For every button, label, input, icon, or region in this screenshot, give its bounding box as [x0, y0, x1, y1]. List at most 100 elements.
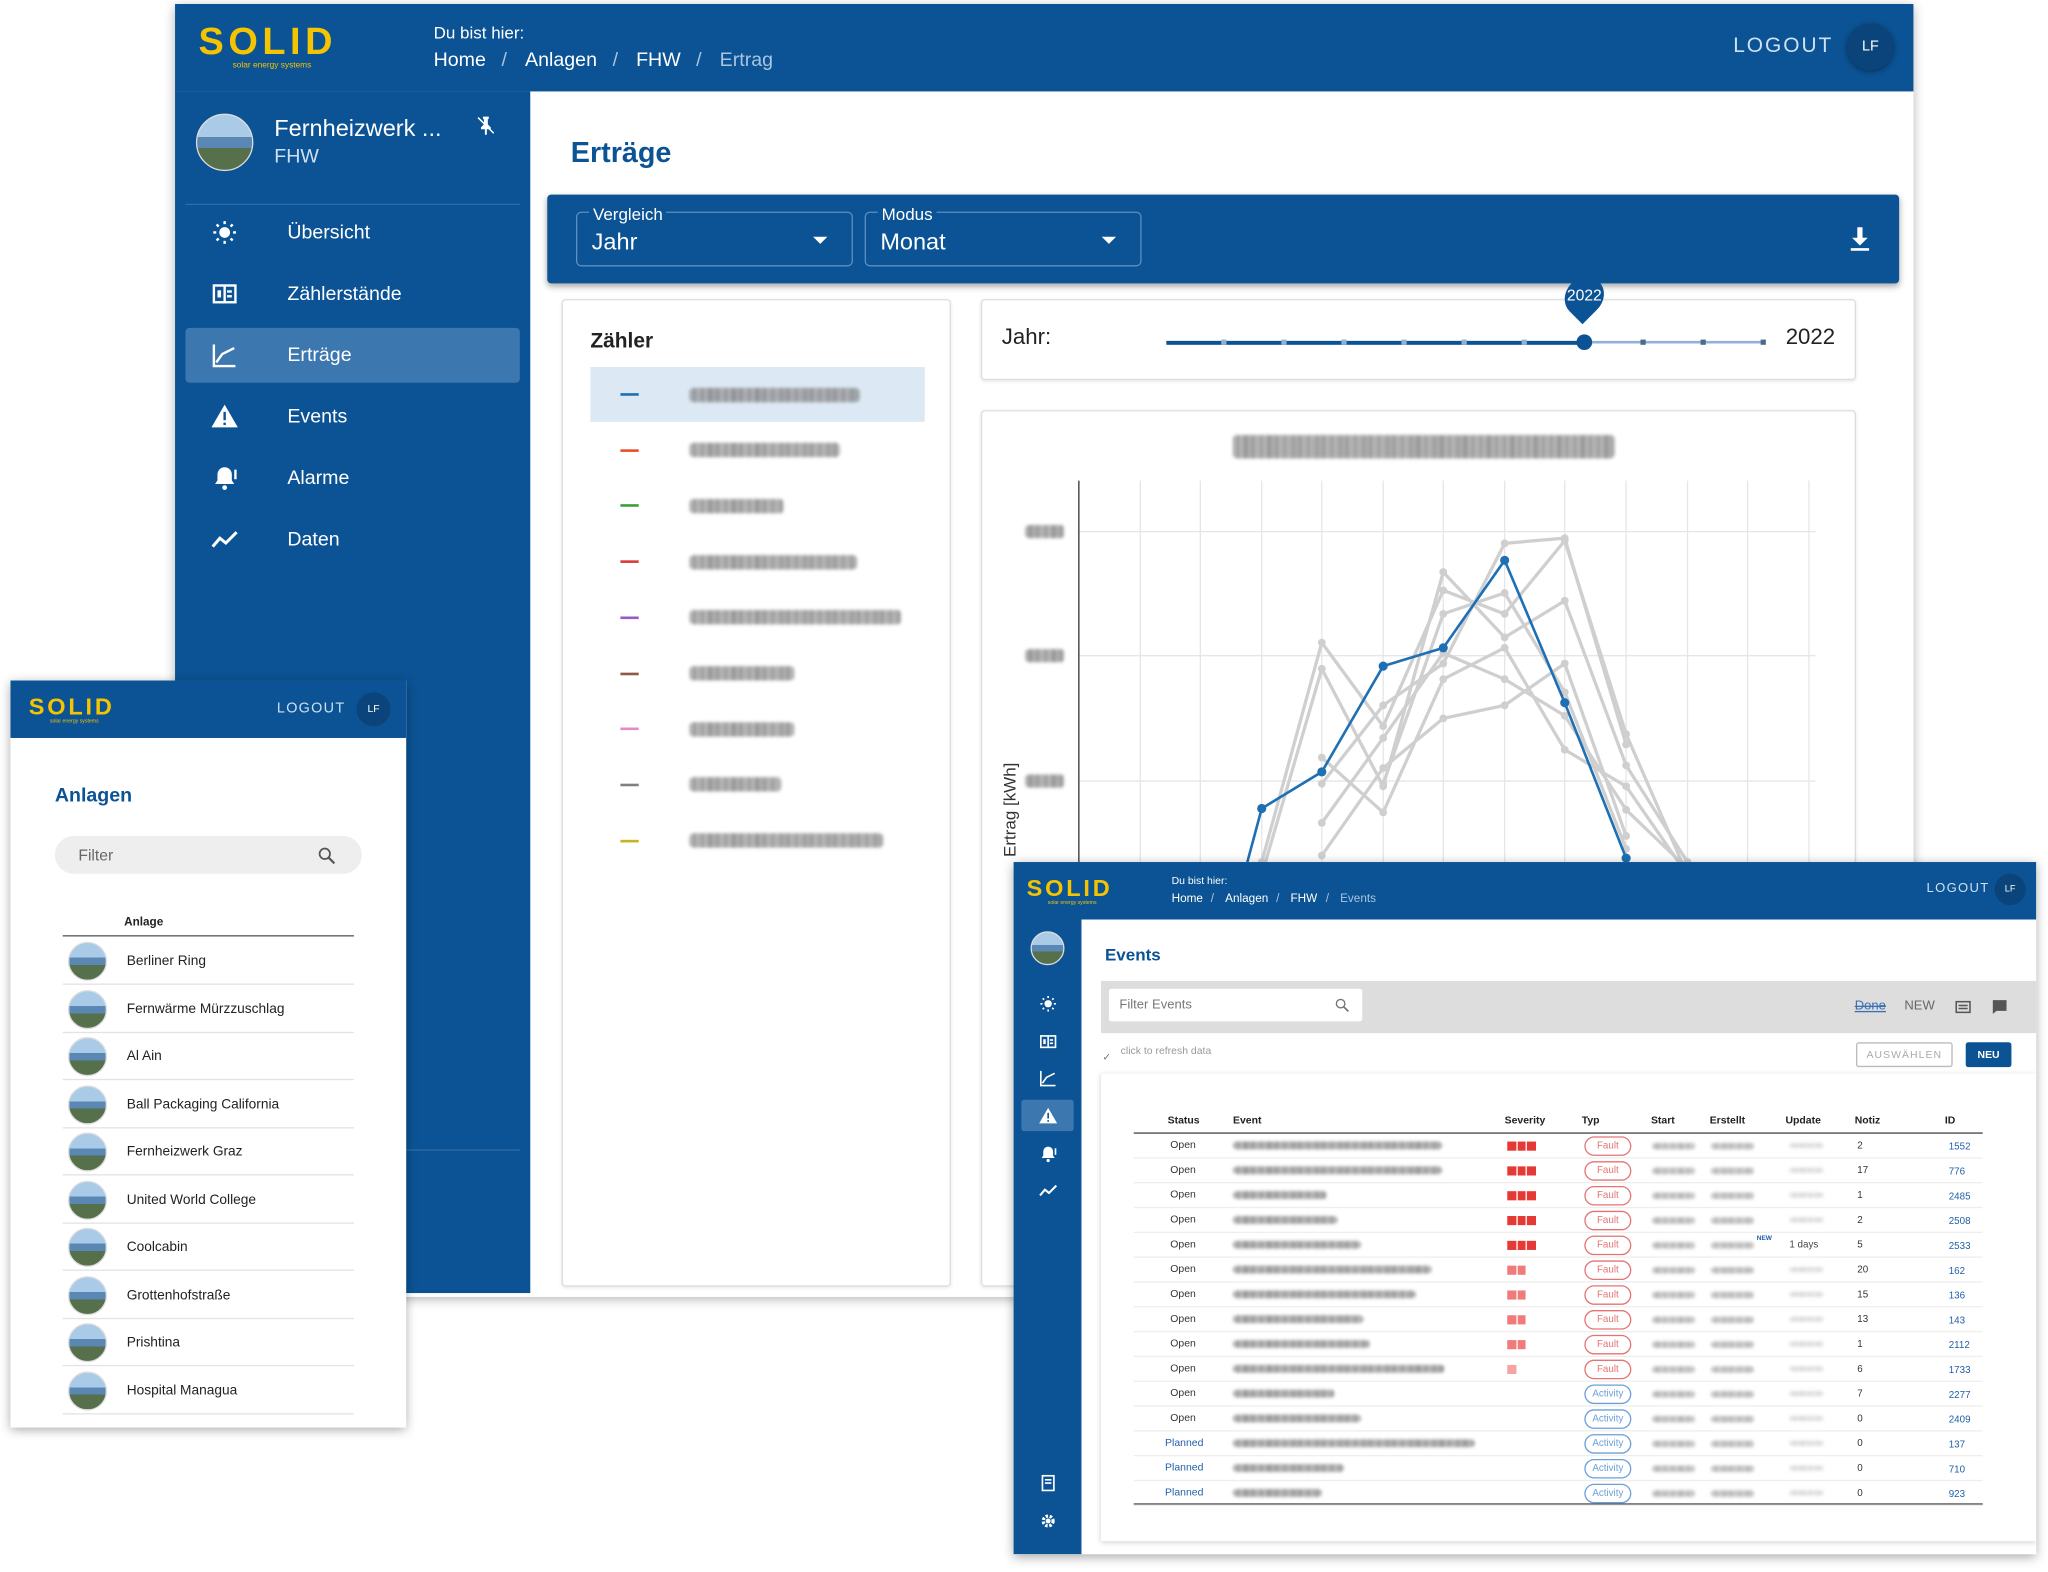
breadcrumb-item: Events	[1340, 891, 1377, 905]
event-id[interactable]: 2485	[1948, 1190, 1971, 1202]
severity-square	[1507, 1140, 1516, 1151]
redacted-text	[1025, 774, 1065, 788]
plant-name[interactable]: Coolcabin	[126, 1239, 188, 1255]
plant-name[interactable]: Ball Packaging California	[126, 1096, 280, 1112]
new-toggle[interactable]: NEW	[1904, 999, 1935, 1014]
event-id[interactable]: 2533	[1948, 1239, 1971, 1252]
user-avatar[interactable]	[1846, 23, 1894, 71]
severity-square	[1507, 1165, 1516, 1175]
event-id[interactable]: 162	[1948, 1264, 1966, 1277]
redacted-text	[1232, 1166, 1442, 1175]
legend-swatch	[620, 671, 639, 675]
redacted-text	[1232, 1265, 1432, 1274]
redacted-text	[1652, 1390, 1696, 1397]
year-value: 2022	[1785, 324, 1836, 350]
type-chip	[1584, 1234, 1632, 1255]
sidebar	[1013, 919, 1082, 1555]
redacted-text	[1232, 1364, 1445, 1373]
nav-item[interactable]: Alarme	[287, 466, 350, 490]
plant-name[interactable]: United World College	[126, 1191, 257, 1208]
done-toggle[interactable]: Done	[1854, 999, 1886, 1014]
redacted-text	[1711, 1489, 1755, 1497]
event-id[interactable]: 923	[1948, 1487, 1966, 1500]
redacted-text	[1232, 1315, 1364, 1324]
type-label: Activity	[1592, 1461, 1624, 1474]
icon	[1335, 998, 1349, 1012]
type-chip	[1584, 1160, 1632, 1181]
nav-item[interactable]: Events	[287, 405, 348, 428]
plant-name[interactable]: Fernwärme Mürzzuschlag	[126, 1000, 285, 1017]
column-header: Anlage	[124, 914, 164, 928]
redacted-text	[1711, 1142, 1755, 1149]
nav-item[interactable]: Erträge	[287, 344, 352, 367]
redacted-text	[1232, 434, 1615, 459]
type-label: Fault	[1596, 1362, 1619, 1375]
redacted-text	[1652, 1439, 1696, 1447]
nav-item[interactable]: Übersicht	[287, 221, 371, 244]
select-field[interactable]	[575, 211, 853, 267]
event-id[interactable]: 2508	[1948, 1215, 1971, 1227]
logout-button[interactable]: LOGOUT	[1926, 881, 1990, 896]
breadcrumb-item[interactable]: FHW	[1290, 891, 1318, 905]
type-chip	[1584, 1259, 1632, 1280]
nav-active-bg	[185, 327, 520, 383]
type-label: Activity	[1592, 1412, 1624, 1424]
new-button[interactable]	[1965, 1042, 2012, 1068]
select-field[interactable]	[864, 211, 1142, 267]
plant-name[interactable]: Grottenhofstraße	[126, 1286, 231, 1303]
event-id[interactable]: 2277	[1948, 1388, 1971, 1401]
redacted-text	[1711, 1266, 1755, 1273]
severity-square	[1517, 1165, 1526, 1175]
event-note: 20	[1857, 1263, 1869, 1276]
event-id[interactable]: 710	[1948, 1463, 1966, 1475]
user-avatar[interactable]	[356, 692, 391, 727]
refresh-hint[interactable]: click to refresh data	[1120, 1044, 1212, 1057]
event-id[interactable]: 1552	[1948, 1140, 1971, 1153]
event-id[interactable]: 137	[1948, 1438, 1966, 1451]
plant-name[interactable]: Berliner Ring	[126, 953, 206, 969]
event-status: Open	[1170, 1312, 1196, 1325]
logout-button[interactable]: LOGOUT	[1733, 35, 1834, 58]
event-status: Planned	[1165, 1461, 1204, 1474]
plant-name[interactable]: Fernheizwerk Graz	[126, 1143, 243, 1160]
filter-input[interactable]	[1108, 988, 1363, 1022]
plant-name[interactable]: Prishtina	[126, 1334, 181, 1351]
type-chip	[1584, 1408, 1632, 1429]
plant-name[interactable]: Al Ain	[126, 1048, 162, 1065]
type-chip	[1584, 1185, 1632, 1205]
column-header: ID	[1944, 1114, 1956, 1126]
select-button[interactable]	[1855, 1042, 1953, 1068]
plant-name[interactable]: Hospital Managua	[126, 1382, 238, 1398]
nav-item[interactable]: Zählerstände	[287, 282, 402, 305]
logout-button[interactable]: LOGOUT	[276, 700, 346, 717]
redacted-text	[1711, 1191, 1755, 1199]
event-status: Planned	[1165, 1436, 1204, 1449]
legend-swatch	[620, 616, 639, 619]
severity-square	[1517, 1314, 1526, 1324]
breadcrumb-item[interactable]: Anlagen	[1225, 891, 1269, 905]
redacted-text	[1789, 1366, 1824, 1372]
event-id[interactable]: 776	[1948, 1165, 1966, 1178]
event-id[interactable]: 2112	[1948, 1339, 1970, 1351]
breadcrumb-item[interactable]: Home	[433, 48, 486, 72]
icon	[477, 116, 495, 136]
breadcrumb-item[interactable]: Anlagen	[525, 48, 597, 72]
redacted-text	[1232, 1464, 1344, 1472]
event-note: 5	[1857, 1238, 1863, 1251]
type-chip	[1584, 1284, 1632, 1305]
redacted-text	[1711, 1464, 1755, 1472]
breadcrumb-item[interactable]: Home	[1171, 891, 1203, 905]
redacted-text	[1232, 1240, 1361, 1249]
user-avatar[interactable]	[1994, 873, 2026, 906]
breadcrumb-item[interactable]: FHW	[636, 48, 681, 72]
type-label: Fault	[1596, 1213, 1619, 1226]
event-id[interactable]: 143	[1948, 1314, 1966, 1327]
nav-item[interactable]: Daten	[287, 528, 340, 551]
new-button-label: NEU	[1977, 1048, 2000, 1060]
filter-input[interactable]	[54, 835, 362, 874]
slider-thumb[interactable]	[1576, 334, 1593, 351]
event-id[interactable]: 136	[1948, 1289, 1966, 1302]
event-id[interactable]: 1733	[1948, 1363, 1971, 1376]
event-id[interactable]: 2409	[1948, 1413, 1971, 1426]
event-status: Open	[1170, 1287, 1196, 1300]
